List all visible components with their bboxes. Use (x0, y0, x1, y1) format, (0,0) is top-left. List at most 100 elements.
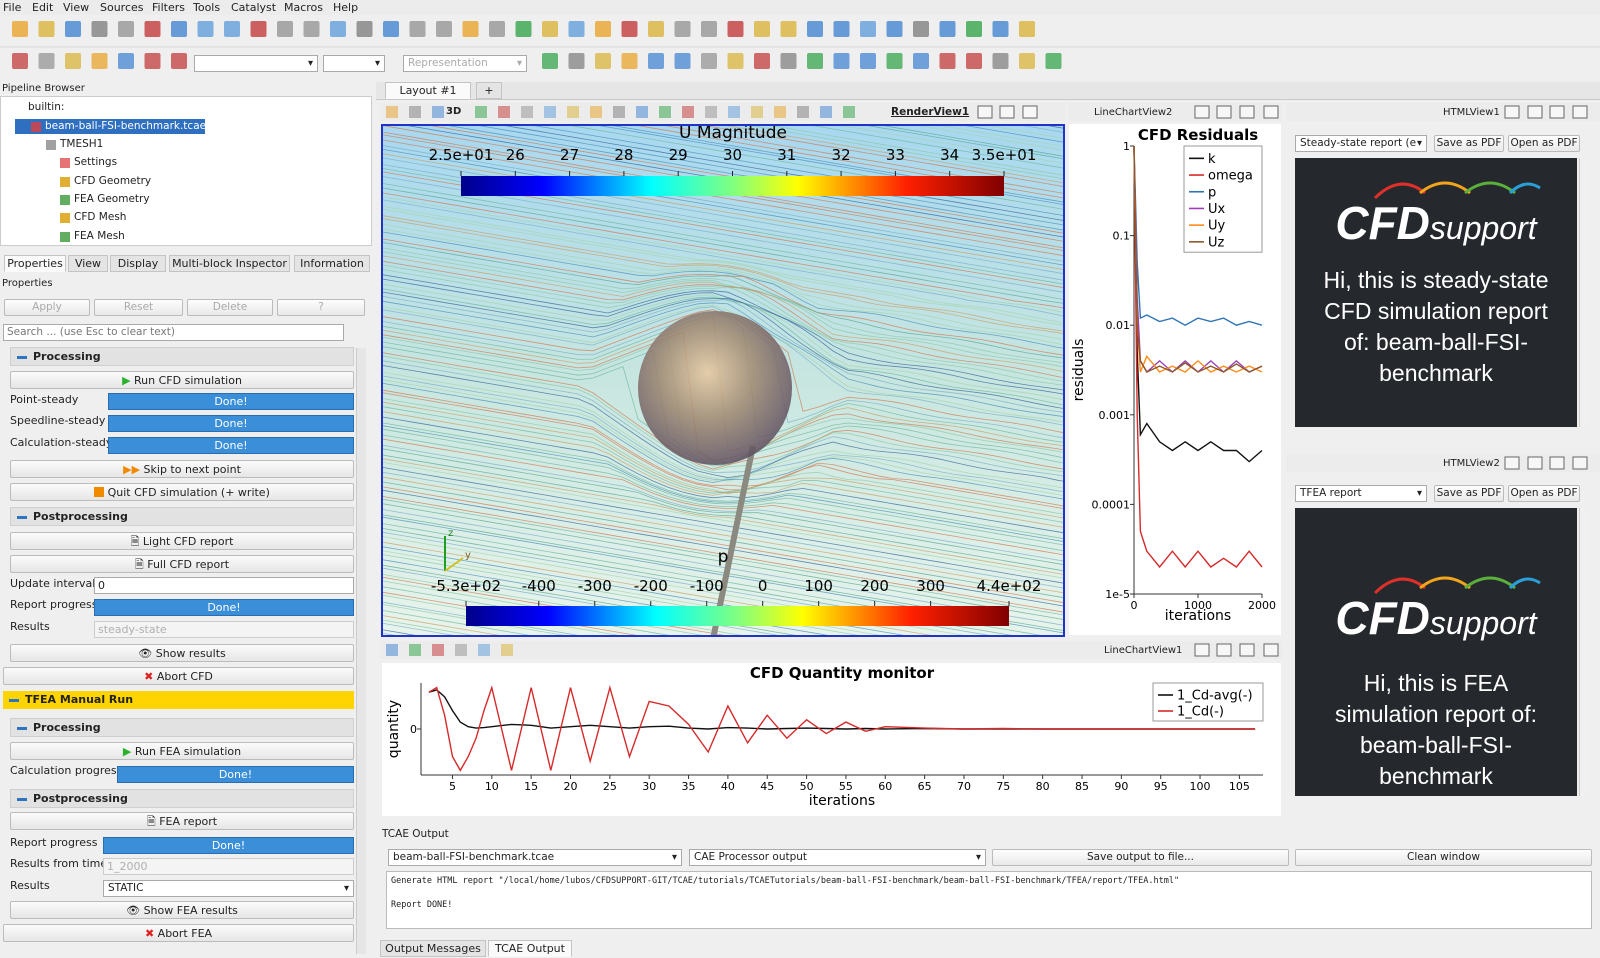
section-header: Postprocessing (10, 507, 354, 526)
show-results-button[interactable]: 👁 Show results (10, 644, 354, 662)
tree-item[interactable]: builtin: (28, 101, 65, 113)
combo[interactable] (323, 55, 385, 72)
save-pdf-button[interactable]: Save as PDF (1434, 485, 1504, 502)
streamline (383, 238, 1063, 356)
mode-button[interactable]: 3D (446, 106, 462, 117)
menu-item[interactable]: View (63, 1, 90, 14)
bottom-tab[interactable]: TCAE Output (488, 940, 572, 957)
scrollbar[interactable] (1579, 508, 1590, 796)
panel-tab[interactable]: View (68, 255, 108, 272)
panel-tab[interactable]: Multi-block Inspector (169, 255, 290, 272)
menu-item[interactable]: Catalyst (231, 1, 277, 14)
toolbar-icon (12, 21, 28, 37)
panel-tab[interactable]: Information (294, 255, 370, 272)
light-report-button[interactable]: 🗎 Light CFD report (10, 532, 354, 550)
menu-item[interactable]: Sources (100, 1, 144, 14)
streamline (383, 428, 1063, 546)
representation-combo[interactable]: Representation (403, 55, 527, 72)
colorbar (466, 606, 1009, 626)
tree-item[interactable]: CFD Geometry (74, 175, 152, 187)
toolbar-icon (383, 21, 399, 37)
toolbar-icon (807, 53, 823, 69)
toolbar-icon (780, 21, 797, 37)
show-fea-results-button[interactable]: 👁 Show FEA results (10, 901, 354, 919)
input[interactable]: 0 (94, 577, 354, 594)
streamline (534, 126, 1063, 216)
tree-icon (60, 213, 70, 223)
residuals-chart[interactable]: CFD Residuals iterations residuals 0 1000 200… (1069, 124, 1281, 635)
abort-fea-button[interactable]: ✖ Abort FEA (3, 924, 354, 942)
progress-bar: Done! (94, 599, 354, 616)
toolbar-icon (727, 21, 744, 37)
fea-report-button[interactable]: 🗎 FEA report (10, 812, 354, 830)
toolbar-icon (171, 53, 187, 69)
streamline (383, 444, 1063, 562)
streamline (383, 231, 1063, 349)
menu-item[interactable]: File (3, 1, 22, 14)
quantity-monitor-chart[interactable]: CFD Quantity monitor iterations quantity 5 1… (382, 663, 1281, 816)
menu-item[interactable]: Edit (32, 1, 54, 14)
menu-item[interactable]: Help (333, 1, 359, 14)
time-combo[interactable]: 1_2000 (103, 858, 354, 875)
toolbar-icon (886, 21, 903, 37)
section-header: Processing (10, 347, 354, 366)
report-combo[interactable]: TFEA report (1295, 485, 1427, 502)
clean-button[interactable]: Clean window (1295, 849, 1592, 866)
tree-item[interactable]: Settings (74, 156, 118, 168)
tree-item[interactable]: beam-ball-FSI-benchmark.tcae (45, 120, 207, 132)
y-tick-label: 0.0001 (1092, 498, 1131, 511)
colorbar-tick-label: 200 (860, 577, 889, 595)
tree-icon (46, 140, 56, 150)
tree-item[interactable]: FEA Mesh (74, 230, 125, 242)
streamline (383, 574, 742, 635)
combo[interactable] (194, 55, 318, 72)
streamline (383, 567, 779, 635)
quit-button[interactable]: Quit CFD simulation (+ write) (10, 483, 354, 501)
toolbar-icon (356, 21, 373, 37)
menu-item[interactable]: Macros (284, 1, 324, 14)
panel-tab[interactable]: Display (110, 255, 166, 272)
skip-button[interactable]: ▶▶ Skip to next point (10, 460, 354, 478)
reset-button[interactable]: Reset (94, 299, 183, 316)
tree-item[interactable]: TMESH1 (60, 138, 104, 150)
save-output-button[interactable]: Save output to file... (992, 849, 1289, 866)
open-pdf-button[interactable]: Open as PDF (1508, 485, 1580, 502)
x-tick-label: 25 (603, 780, 617, 793)
axis-triad (444, 557, 464, 572)
file-combo[interactable]: beam-ball-FSI-benchmark.tcae (388, 849, 682, 866)
menu-item[interactable]: Tools (193, 1, 221, 14)
menu-item[interactable]: Filters (152, 1, 185, 14)
streamline (383, 224, 1063, 341)
streamline (383, 425, 1063, 542)
results-combo[interactable]: STATIC (103, 880, 354, 897)
toolbar-icon (38, 21, 55, 37)
tree-item[interactable]: CFD Mesh (74, 211, 127, 223)
run-cfd-button[interactable]: ▶ Run CFD simulation (10, 371, 354, 389)
search-box[interactable]: Search ... (use Esc to clear text) (3, 324, 344, 341)
help-button[interactable]: ? (277, 299, 365, 316)
toolbars (0, 21, 1600, 69)
delete-button[interactable]: Delete (187, 299, 273, 316)
colorbar-tick-label: 31 (777, 146, 796, 164)
abort-cfd-button[interactable]: ✖ Abort CFD (3, 667, 354, 685)
layout-tab[interactable]: Layout #1 (385, 82, 471, 99)
scrollbar[interactable] (1579, 158, 1590, 427)
full-report-button[interactable]: 🗎 Full CFD report (10, 555, 354, 573)
results-combo[interactable]: steady-state (94, 621, 354, 638)
add-tab[interactable]: + (476, 82, 502, 99)
bottom-tab[interactable]: Output Messages (380, 940, 486, 957)
source-combo[interactable]: CAE Processor output (689, 849, 986, 866)
tree-item[interactable]: FEA Geometry (74, 193, 150, 205)
save-pdf-button[interactable]: Save as PDF (1434, 135, 1504, 152)
apply-button[interactable]: Apply (4, 299, 90, 316)
scrollbar[interactable] (356, 348, 366, 954)
view-name: LineChartView1 (1104, 645, 1183, 656)
open-pdf-button[interactable]: Open as PDF (1508, 135, 1580, 152)
panel-tab[interactable]: Properties (4, 255, 66, 272)
run-fea-button[interactable]: ▶ Run FEA simulation (10, 742, 354, 760)
report-combo[interactable]: Steady-state report (e (1295, 135, 1427, 152)
colorbar-tick-label: 29 (669, 146, 688, 164)
toolbar-icon (780, 53, 797, 69)
render-view[interactable]: U Magnitude 2.5e+01 26 27 28 29 30 31 32 33 34 3.5e… (381, 124, 1065, 637)
